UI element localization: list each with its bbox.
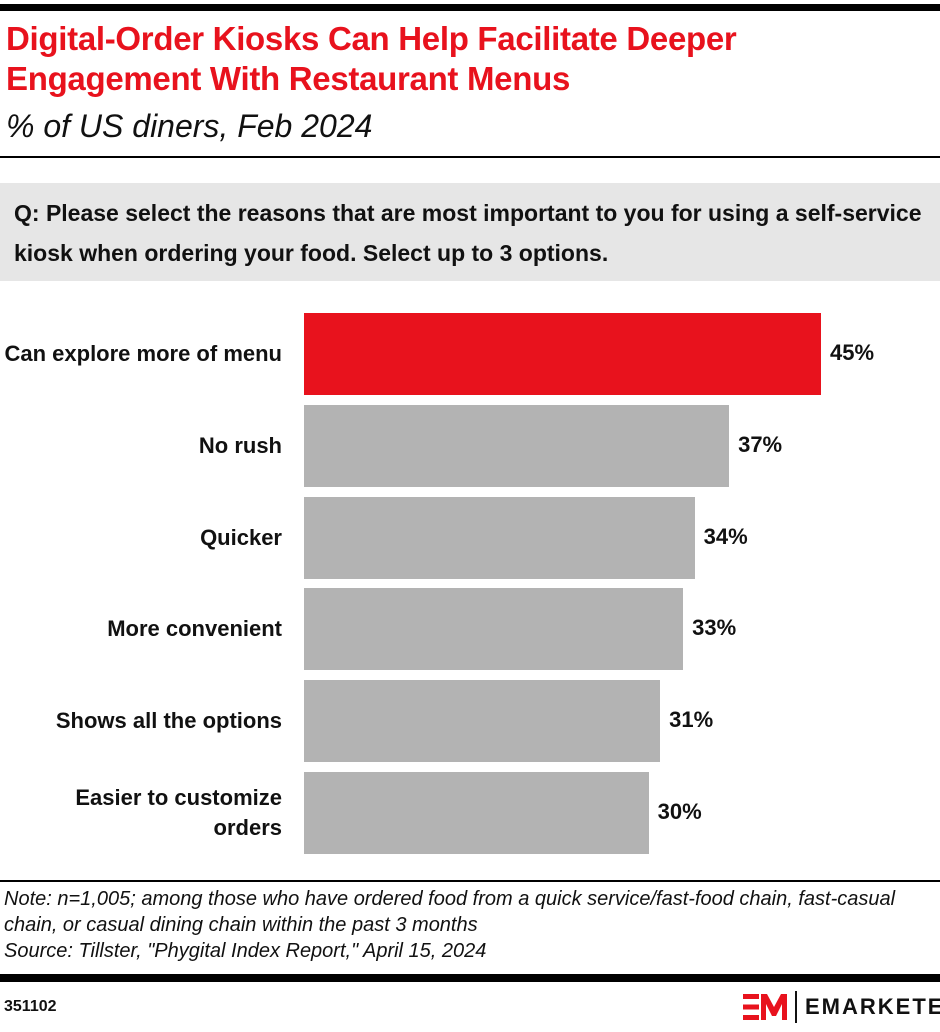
source-text: Source: Tillster, "Phygital Index Report… bbox=[4, 940, 487, 962]
question-text: Q: Please select the reasons that are mo… bbox=[14, 200, 922, 266]
note-text: Note: n=1,005; among those who have orde… bbox=[4, 888, 896, 936]
category-label: Easier to customize orders bbox=[75, 785, 282, 840]
category-label: Can explore more of menu bbox=[4, 341, 282, 366]
category-label: Quicker bbox=[200, 524, 282, 550]
category-label: More convenient bbox=[107, 616, 282, 642]
bar bbox=[304, 313, 821, 395]
value-label: 45% bbox=[830, 340, 875, 365]
top-rule bbox=[0, 4, 940, 11]
bar bbox=[304, 680, 661, 763]
emarketer-logo: EMARKETER bbox=[743, 990, 940, 1024]
category-label: Shows all the options bbox=[55, 708, 282, 734]
bottom-rule bbox=[0, 974, 940, 982]
logo-wordmark: EMARKETER bbox=[805, 994, 940, 1019]
value-label: 37% bbox=[738, 431, 783, 457]
chart-title: Digital-Order Kiosks Can Help Facilitate… bbox=[6, 20, 737, 97]
question-box bbox=[0, 183, 940, 281]
chart-id: 351102 bbox=[4, 998, 57, 1015]
footnote: Note: n=1,005; among those who have orde… bbox=[4, 886, 934, 964]
divider bbox=[0, 156, 940, 158]
bar bbox=[304, 588, 684, 671]
logo-separator bbox=[795, 991, 797, 1023]
value-label: 30% bbox=[657, 799, 702, 824]
chart-subtitle: % of US diners, Feb 2024 bbox=[6, 108, 373, 144]
bar bbox=[304, 772, 649, 854]
divider bbox=[0, 880, 940, 882]
em-logo-icon bbox=[743, 994, 787, 1020]
bar bbox=[304, 404, 730, 487]
value-label: 31% bbox=[669, 707, 714, 733]
bar bbox=[304, 496, 695, 579]
value-label: 34% bbox=[703, 523, 748, 549]
category-label: No rush bbox=[198, 432, 282, 458]
value-label: 33% bbox=[692, 615, 737, 641]
